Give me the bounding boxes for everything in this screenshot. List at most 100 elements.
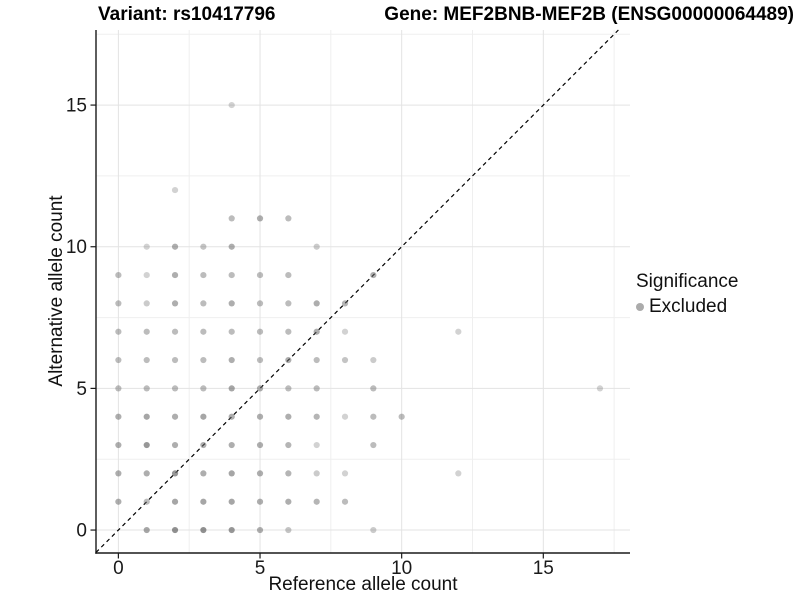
data-point: [285, 356, 292, 364]
data-point: [256, 215, 264, 222]
data-point: [200, 356, 207, 364]
data-point: [200, 413, 207, 420]
data-point: [341, 498, 349, 505]
legend-item-excluded: Excluded: [636, 296, 738, 318]
data-point: [200, 441, 207, 449]
data-point: [285, 470, 292, 477]
x-axis-title: Reference allele count: [268, 574, 458, 595]
data-point: [143, 526, 150, 534]
data-point: [313, 356, 320, 364]
data-point: [341, 413, 349, 420]
data-point: [313, 243, 320, 250]
data-point: [143, 498, 150, 505]
axis-lines: [95, 30, 630, 554]
data-point: [200, 328, 207, 335]
data-point: [115, 413, 122, 420]
data-point: [171, 498, 179, 505]
data-point: [171, 441, 179, 449]
data-point: [200, 470, 207, 477]
data-point: [115, 271, 122, 279]
data-point: [228, 300, 235, 307]
data-point: [228, 526, 235, 534]
legend-title: Significance: [636, 271, 739, 292]
data-point: [171, 385, 179, 392]
data-point: [115, 385, 122, 392]
data-point: [256, 271, 264, 279]
legend: Significance Excluded: [636, 271, 738, 318]
data-point: [200, 300, 207, 307]
data-point: [285, 300, 292, 307]
data-point: [285, 385, 292, 392]
data-point: [370, 356, 377, 364]
svg-text:5: 5: [255, 558, 266, 579]
data-point: [313, 441, 320, 449]
data-point: [256, 300, 264, 307]
data-point: [370, 271, 377, 279]
data-point: [143, 328, 150, 335]
data-point: [228, 328, 235, 335]
data-point: [143, 385, 150, 392]
data-point: [171, 328, 179, 335]
data-point: [115, 300, 122, 307]
data-point: [228, 413, 235, 420]
data-point: [228, 498, 235, 505]
data-point: [285, 271, 292, 279]
data-point: [143, 441, 150, 449]
data-point: [370, 526, 377, 534]
data-point: [115, 470, 122, 477]
y-axis-title: Alternative allele count: [46, 195, 67, 387]
data-point: [455, 470, 462, 477]
gene-title: Gene: MEF2BNB-MEF2B (ENSG00000064489): [384, 4, 794, 25]
data-point: [171, 526, 179, 534]
data-point: [256, 470, 264, 477]
data-point: [256, 526, 264, 534]
data-point: [143, 413, 150, 420]
data-points: [115, 101, 604, 534]
data-point: [256, 356, 264, 364]
data-point: [596, 385, 604, 392]
data-point: [285, 441, 292, 449]
y-tick-labels: 0 5 10 15: [66, 96, 87, 542]
data-point: [171, 271, 179, 279]
data-point: [171, 186, 179, 194]
grid-major: [96, 30, 630, 553]
data-point: [115, 441, 122, 449]
data-point: [228, 101, 235, 109]
data-point: [200, 498, 207, 505]
data-point: [398, 413, 405, 420]
data-point: [171, 243, 179, 250]
svg-text:10: 10: [391, 558, 412, 579]
data-point: [200, 526, 207, 534]
data-point: [228, 470, 235, 477]
x-tick-labels: 0 5 10 15: [113, 558, 554, 579]
svg-text:0: 0: [76, 521, 87, 542]
data-point: [228, 215, 235, 222]
data-point: [171, 470, 179, 477]
data-point: [228, 385, 235, 392]
svg-text:5: 5: [76, 379, 87, 400]
data-point: [370, 385, 377, 392]
data-point: [171, 300, 179, 307]
data-point: [115, 356, 122, 364]
data-point: [313, 328, 320, 335]
data-point: [228, 271, 235, 279]
svg-text:10: 10: [66, 237, 87, 258]
data-point: [200, 385, 207, 392]
data-point: [171, 356, 179, 364]
variant-title: Variant: rs10417796: [98, 4, 276, 25]
data-point: [313, 498, 320, 505]
data-point: [285, 215, 292, 222]
data-point: [200, 271, 207, 279]
data-point: [115, 498, 122, 505]
excluded-point-icon: [636, 303, 644, 311]
tick-marks: [90, 104, 544, 559]
data-point: [143, 300, 150, 307]
data-point: [285, 328, 292, 335]
data-point: [341, 356, 349, 364]
data-point: [256, 413, 264, 420]
data-point: [171, 413, 179, 420]
data-point: [370, 413, 377, 420]
identity-line: [95, 29, 619, 553]
